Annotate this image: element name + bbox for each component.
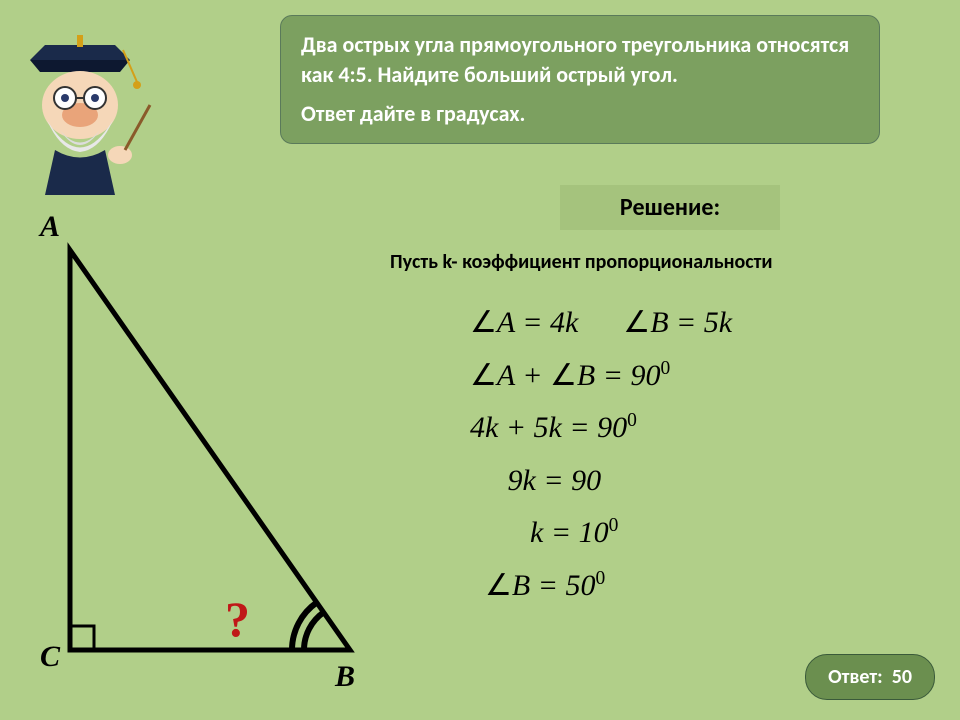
slide: Два острых угла прямоугольного треугольн… [0,0,960,720]
professor-mascot [5,10,155,200]
triangle-figure [30,230,410,670]
answer-label: Ответ: [828,665,883,689]
equations-block: ∠A = 4k ∠B = 5k ∠A + ∠B = 900 4k + 5k = … [470,300,732,615]
eq-row-1: ∠A = 4k ∠B = 5k [470,300,732,347]
problem-line-2: Ответ дайте в градусах. [301,99,859,129]
problem-statement: Два острых угла прямоугольного треугольн… [280,15,880,144]
solution-heading: Решение: [560,185,780,230]
answer-value: 50 [892,665,912,689]
eq-row-6: ∠B = 500 [470,563,732,610]
triangle-svg [30,230,410,670]
eq-row-4: 9k = 90 [470,458,732,505]
vertex-label-b: B [335,660,355,694]
vertex-label-a: A [40,210,60,244]
question-mark: ? [225,590,250,648]
eq-row-3: 4k + 5k = 900 [470,405,732,452]
answer-pill: Ответ: 50 [805,654,935,700]
problem-line-1: Два острых угла прямоугольного треугольн… [301,30,859,89]
mascot-svg [5,10,155,200]
vertex-label-c: C [40,640,60,674]
eq-row-5: k = 100 [470,510,732,557]
eq-row-2: ∠A + ∠B = 900 [470,353,732,400]
assumption-text: Пусть k- коэффициент пропорциональности [390,250,773,274]
